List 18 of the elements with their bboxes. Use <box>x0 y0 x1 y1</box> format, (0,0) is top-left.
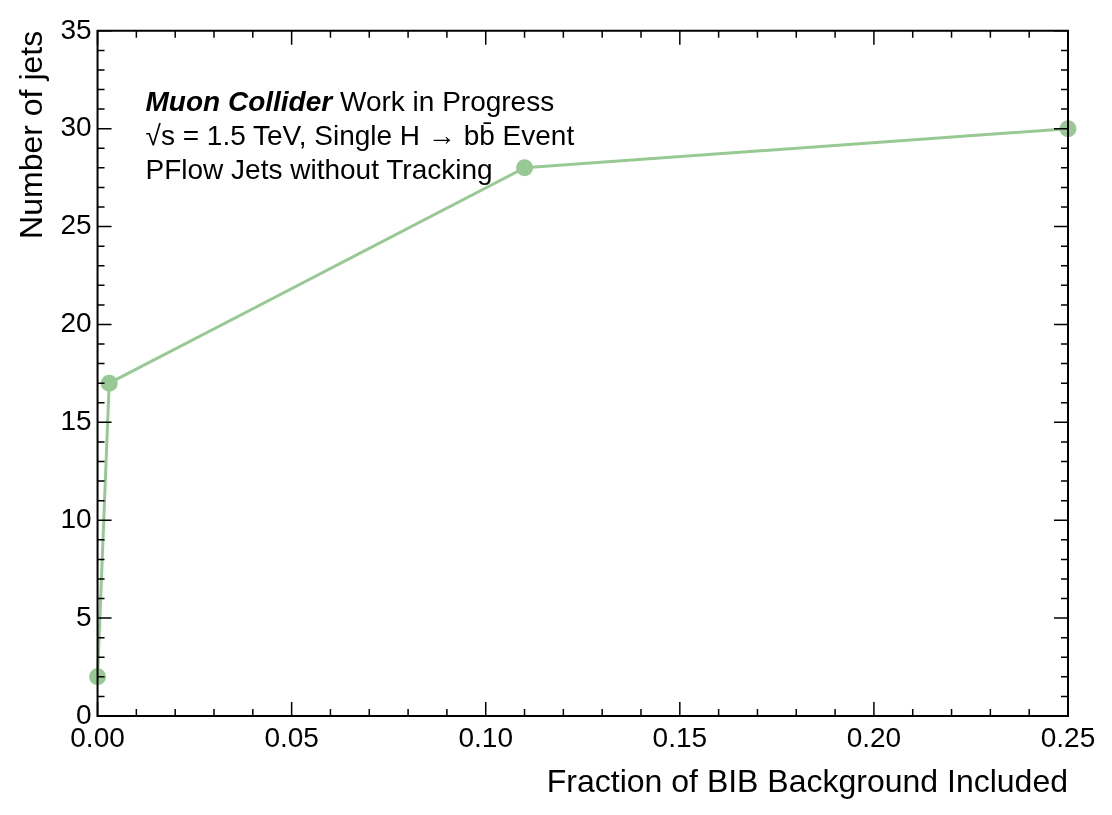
y-tick-label: 15 <box>60 405 92 437</box>
y-tick-label: 10 <box>60 502 92 534</box>
y-tick-label: 20 <box>60 307 92 339</box>
annotation: PFlow Jets without Tracking <box>145 153 493 185</box>
x-tick-label: 0.15 <box>652 721 708 753</box>
x-axis-title: Fraction of BIB Background Included <box>546 762 1068 799</box>
annotation: √s = 1.5 TeV, Single H → bb̄ Event <box>145 119 575 151</box>
y-axis-title: Number of jets <box>13 30 50 239</box>
x-tick-label: 0.05 <box>264 721 319 753</box>
annotation: Muon Collider <box>145 85 335 117</box>
x-tick-label: 0.25 <box>1040 721 1096 753</box>
y-tick-label: 35 <box>60 13 92 45</box>
y-tick-label: 5 <box>75 600 92 632</box>
x-tick-label: 0.10 <box>458 721 513 753</box>
y-tick-label: 25 <box>60 209 92 241</box>
x-tick-label: 0.20 <box>846 721 902 753</box>
annotation: Work in Progress <box>339 85 555 117</box>
y-tick-label: 30 <box>60 111 92 143</box>
